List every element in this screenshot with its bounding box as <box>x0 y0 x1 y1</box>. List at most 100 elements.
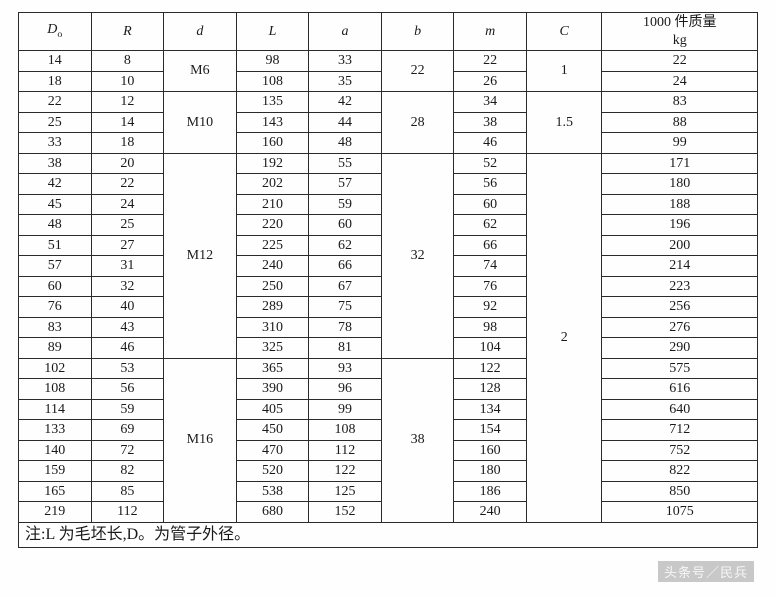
cell-Do: 14 <box>19 51 92 72</box>
cell-L: 143 <box>236 112 309 133</box>
table-row: 148M698332222122 <box>19 51 758 72</box>
cell-a: 55 <box>309 153 382 174</box>
col-header-6: m <box>454 13 527 51</box>
table-footnote-row: 注:L 为毛坯长,D。为管子外径。 <box>19 522 758 547</box>
cell-R: 69 <box>91 420 164 441</box>
cell-R: 18 <box>91 133 164 154</box>
cell-mass: 200 <box>602 235 758 256</box>
cell-L: 135 <box>236 92 309 113</box>
cell-mass: 752 <box>602 440 758 461</box>
cell-a: 81 <box>309 338 382 359</box>
cell-R: 8 <box>91 51 164 72</box>
cell-mass: 712 <box>602 420 758 441</box>
cell-R: 12 <box>91 92 164 113</box>
cell-Do: 45 <box>19 194 92 215</box>
table-header-row: DoRdLabmC1000 件质量kg <box>19 13 758 51</box>
cell-Do: 38 <box>19 153 92 174</box>
cell-m: 62 <box>454 215 527 236</box>
cell-L: 220 <box>236 215 309 236</box>
cell-m: 134 <box>454 399 527 420</box>
col-header-1: R <box>91 13 164 51</box>
cell-R: 20 <box>91 153 164 174</box>
cell-C: 2 <box>526 153 602 522</box>
cell-a: 33 <box>309 51 382 72</box>
cell-Do: 57 <box>19 256 92 277</box>
cell-R: 14 <box>91 112 164 133</box>
cell-L: 680 <box>236 502 309 523</box>
cell-b: 38 <box>381 358 454 522</box>
cell-d: M6 <box>164 51 237 92</box>
cell-mass: 640 <box>602 399 758 420</box>
cell-m: 92 <box>454 297 527 318</box>
cell-L: 405 <box>236 399 309 420</box>
cell-L: 202 <box>236 174 309 195</box>
cell-mass: 575 <box>602 358 758 379</box>
cell-a: 152 <box>309 502 382 523</box>
cell-Do: 159 <box>19 461 92 482</box>
cell-mass: 223 <box>602 276 758 297</box>
cell-L: 160 <box>236 133 309 154</box>
cell-Do: 18 <box>19 71 92 92</box>
cell-b: 22 <box>381 51 454 92</box>
cell-a: 42 <box>309 92 382 113</box>
cell-m: 66 <box>454 235 527 256</box>
cell-Do: 42 <box>19 174 92 195</box>
cell-C: 1.5 <box>526 92 602 154</box>
cell-Do: 25 <box>19 112 92 133</box>
cell-R: 32 <box>91 276 164 297</box>
cell-mass: 24 <box>602 71 758 92</box>
cell-Do: 83 <box>19 317 92 338</box>
cell-m: 122 <box>454 358 527 379</box>
cell-mass: 88 <box>602 112 758 133</box>
cell-R: 56 <box>91 379 164 400</box>
cell-L: 390 <box>236 379 309 400</box>
cell-L: 98 <box>236 51 309 72</box>
cell-a: 57 <box>309 174 382 195</box>
cell-d: M12 <box>164 153 237 358</box>
cell-L: 289 <box>236 297 309 318</box>
cell-Do: 89 <box>19 338 92 359</box>
cell-mass: 822 <box>602 461 758 482</box>
cell-a: 108 <box>309 420 382 441</box>
cell-R: 31 <box>91 256 164 277</box>
cell-a: 93 <box>309 358 382 379</box>
cell-L: 108 <box>236 71 309 92</box>
cell-b: 28 <box>381 92 454 154</box>
cell-R: 24 <box>91 194 164 215</box>
cell-m: 180 <box>454 461 527 482</box>
cell-Do: 108 <box>19 379 92 400</box>
cell-a: 67 <box>309 276 382 297</box>
col-header-2: d <box>164 13 237 51</box>
cell-d: M10 <box>164 92 237 154</box>
col-header-8: 1000 件质量kg <box>602 13 758 51</box>
cell-mass: 850 <box>602 481 758 502</box>
cell-Do: 48 <box>19 215 92 236</box>
cell-R: 59 <box>91 399 164 420</box>
cell-m: 60 <box>454 194 527 215</box>
cell-m: 26 <box>454 71 527 92</box>
cell-mass: 196 <box>602 215 758 236</box>
cell-mass: 276 <box>602 317 758 338</box>
cell-mass: 616 <box>602 379 758 400</box>
watermark: 头条号／民兵 <box>658 561 754 582</box>
cell-a: 66 <box>309 256 382 277</box>
cell-mass: 188 <box>602 194 758 215</box>
cell-R: 72 <box>91 440 164 461</box>
cell-L: 225 <box>236 235 309 256</box>
cell-a: 78 <box>309 317 382 338</box>
cell-R: 10 <box>91 71 164 92</box>
cell-L: 250 <box>236 276 309 297</box>
cell-m: 98 <box>454 317 527 338</box>
cell-R: 25 <box>91 215 164 236</box>
cell-Do: 22 <box>19 92 92 113</box>
cell-m: 22 <box>454 51 527 72</box>
cell-R: 40 <box>91 297 164 318</box>
cell-m: 154 <box>454 420 527 441</box>
table-row: 10253M163659338122575 <box>19 358 758 379</box>
cell-a: 62 <box>309 235 382 256</box>
cell-R: 27 <box>91 235 164 256</box>
cell-Do: 33 <box>19 133 92 154</box>
cell-mass: 256 <box>602 297 758 318</box>
col-header-7: C <box>526 13 602 51</box>
cell-m: 76 <box>454 276 527 297</box>
